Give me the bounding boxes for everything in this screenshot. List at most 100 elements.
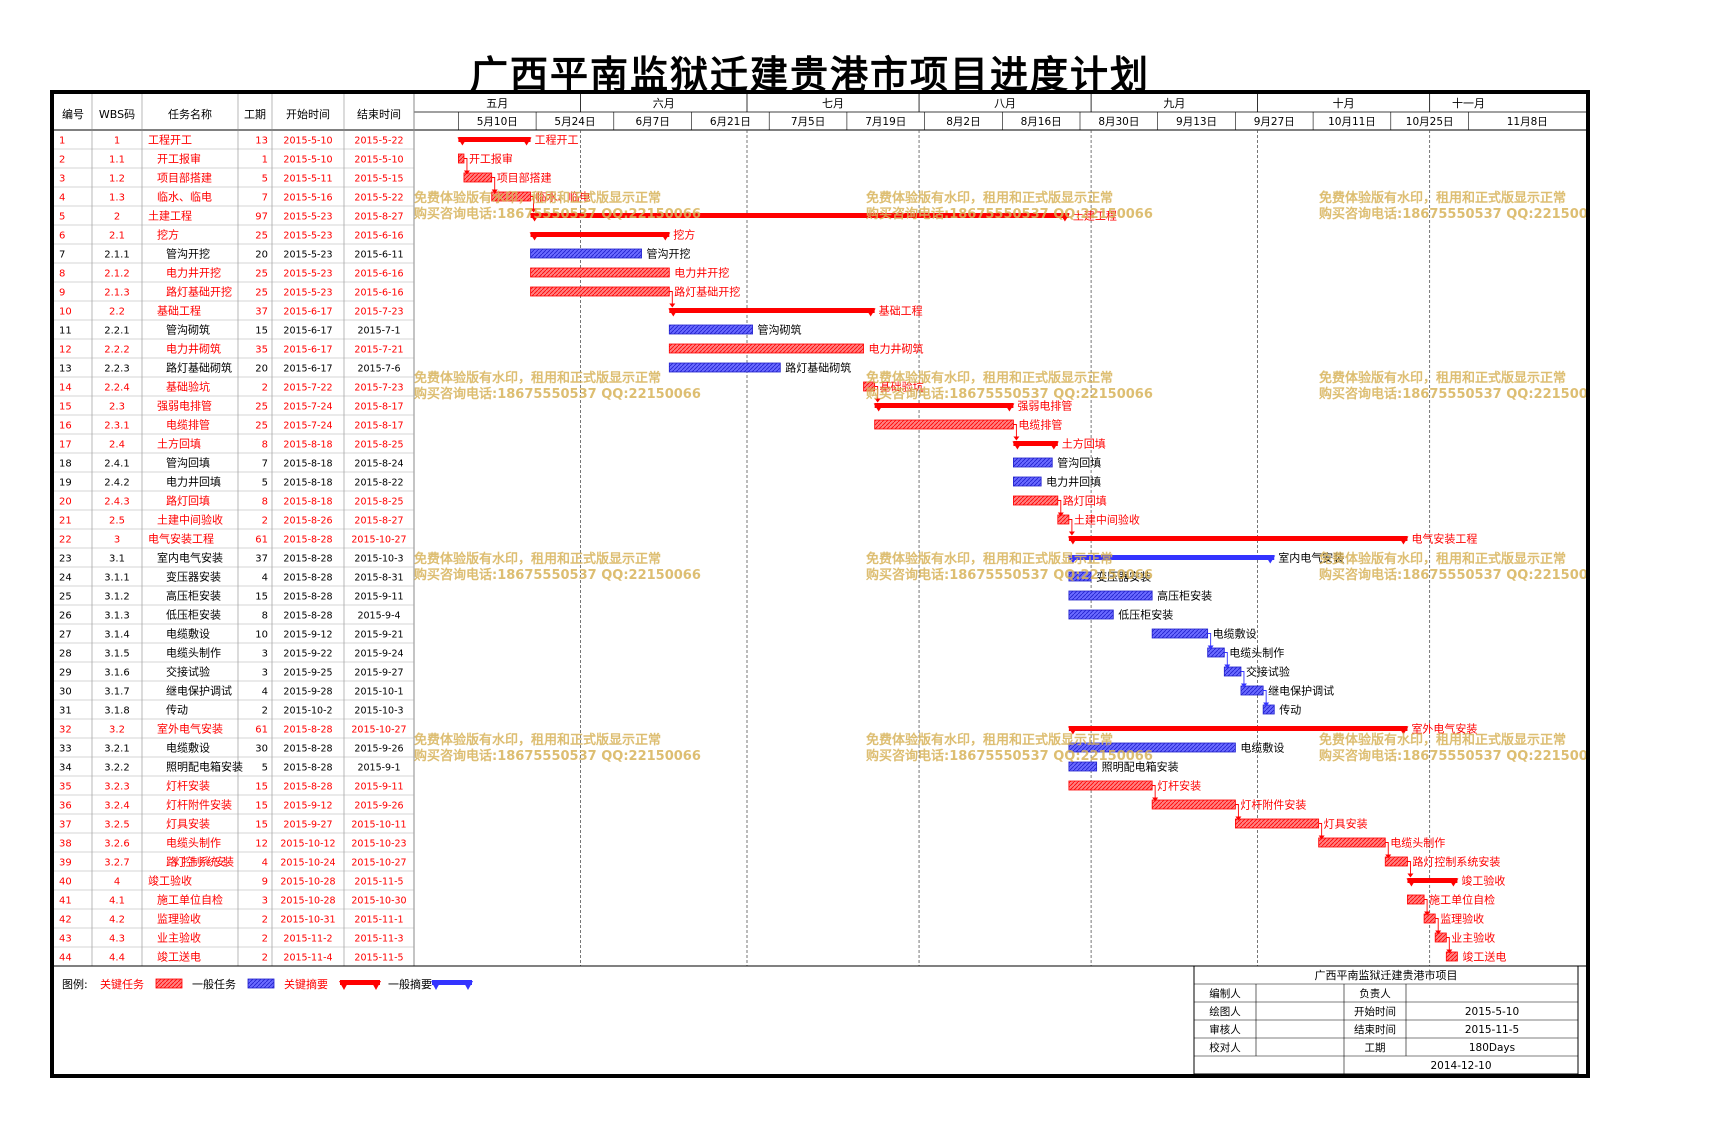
task-name: 挖方 — [157, 228, 179, 242]
summary-start-marker — [457, 137, 468, 146]
task-duration: 4 — [262, 858, 268, 869]
task-wbs: 2.2 — [109, 307, 125, 318]
critical-summary-bar — [458, 137, 531, 142]
task-name: 室内电气安装 — [157, 551, 223, 565]
task-end: 2015-10-11 — [351, 820, 406, 831]
task-id: 13 — [59, 364, 72, 375]
task-end: 2015-8-17 — [354, 421, 403, 432]
task-end: 2015-9-1 — [357, 763, 400, 774]
task-duration: 13 — [255, 136, 268, 147]
critical-task-bar — [1434, 932, 1447, 943]
bar-label: 开工报审 — [469, 152, 513, 166]
dependency-arrow — [491, 189, 498, 194]
task-wbs: 2.3 — [109, 402, 125, 413]
task-name: 电力井砌筑 — [166, 342, 221, 356]
task-end: 2015-10-3 — [354, 706, 403, 717]
task-end: 2015-5-22 — [354, 136, 403, 147]
week-label: 8月2日 — [946, 116, 980, 128]
task-id: 4 — [59, 193, 65, 204]
task-wbs: 2.4.1 — [104, 459, 129, 470]
week-label: 8月30日 — [1098, 116, 1139, 128]
task-duration: 7 — [262, 193, 268, 204]
task-wbs: 2.4.3 — [104, 497, 129, 508]
task-name: 交接试验 — [166, 665, 210, 679]
task-id: 34 — [59, 763, 72, 774]
task-duration: 2 — [262, 706, 268, 717]
normal-task-bar — [1013, 476, 1042, 487]
task-start: 2015-7-24 — [283, 421, 332, 432]
bar-label: 工程开工 — [535, 134, 579, 147]
summary-end-marker — [1059, 213, 1070, 222]
critical-summary-bar — [1068, 726, 1408, 731]
task-id: 20 — [59, 497, 72, 508]
task-wbs: 3.2.4 — [104, 801, 129, 812]
critical-task-bar — [530, 267, 670, 278]
task-name: 照明配电箱安装 — [166, 760, 243, 774]
task-end: 2015-5-15 — [354, 174, 403, 185]
bar-label: 电缆敷设 — [1213, 627, 1257, 641]
dependency-line — [1318, 823, 1323, 837]
dependency-line — [669, 291, 673, 305]
column-header: 编号 — [62, 107, 84, 121]
bar-label: 电缆头制作 — [1390, 837, 1445, 850]
critical-task-bar — [1057, 514, 1070, 525]
task-duration: 25 — [255, 269, 268, 280]
task-end: 2015-8-24 — [354, 459, 403, 470]
task-name: 变压器安装 — [166, 570, 221, 584]
bar-label: 路灯控制系统安装 — [1412, 855, 1500, 869]
task-id: 44 — [59, 953, 72, 964]
watermark-line: 免费体验版有水印，租用和正式版显示正常 — [1319, 370, 1566, 386]
task-id: 22 — [59, 535, 72, 546]
task-end: 2015-8-25 — [354, 440, 403, 451]
summary-start-marker — [529, 232, 540, 241]
task-wbs: 2.1 — [109, 231, 125, 242]
week-label: 10月25日 — [1406, 116, 1454, 128]
task-duration: 8 — [262, 611, 268, 622]
task-start: 2015-9-22 — [283, 649, 332, 660]
bar-label: 业主验收 — [1451, 931, 1495, 945]
normal-task-bar — [1068, 609, 1114, 620]
task-end: 2015-8-25 — [354, 497, 403, 508]
task-name: 电力井回填 — [166, 475, 221, 489]
task-wbs: 2.1.3 — [104, 288, 129, 299]
task-wbs: 1.1 — [109, 155, 125, 166]
week-label: 9月27日 — [1254, 116, 1295, 128]
watermark-line: 购买咨询电话:18675550537 QQ:22150066 — [1319, 206, 1586, 222]
bar-label: 竣工送电 — [1462, 950, 1506, 964]
task-id: 39 — [59, 858, 72, 869]
task-start: 2015-5-23 — [283, 250, 332, 261]
task-end: 2015-7-6 — [357, 364, 400, 375]
legend-summary-bar — [340, 980, 380, 985]
task-duration: 2 — [262, 383, 268, 394]
task-name: 路灯基础砌筑 — [166, 361, 232, 375]
task-wbs: 3.2 — [109, 725, 125, 736]
bar-label: 土建中间验收 — [1074, 513, 1140, 527]
watermark-line: 购买咨询电话:18675550537 QQ:22150066 — [866, 206, 1153, 222]
task-start: 2015-8-18 — [283, 459, 332, 470]
month-label: 九月 — [1163, 97, 1185, 110]
task-name: 路灯基础开挖 — [166, 285, 232, 299]
task-start: 2015-5-11 — [283, 174, 332, 185]
bar-label: 路灯基础开挖 — [674, 285, 740, 299]
critical-task-bar — [1235, 818, 1320, 829]
task-duration: 15 — [255, 326, 268, 337]
normal-task-bar — [530, 248, 642, 259]
bar-label: 电气安装工程 — [1411, 532, 1477, 546]
task-id: 9 — [59, 288, 65, 299]
week-label: 9月13日 — [1176, 116, 1217, 128]
bar-label: 管沟砌筑 — [758, 323, 802, 337]
legend-label: 关键任务 — [100, 977, 144, 991]
dependency-arrow — [1318, 835, 1325, 840]
task-end: 2015-6-16 — [354, 288, 403, 299]
task-id: 24 — [59, 573, 72, 584]
dependency-arrow — [1446, 949, 1453, 954]
task-wbs: 2.2.2 — [104, 345, 129, 356]
bar-label: 强弱电排管 — [1017, 399, 1072, 413]
summary-end-marker — [521, 137, 532, 146]
task-end: 2015-10-3 — [354, 554, 403, 565]
task-duration: 4 — [262, 687, 268, 698]
task-wbs: 3.1.2 — [104, 592, 129, 603]
task-wbs: 3.1.8 — [104, 706, 129, 717]
